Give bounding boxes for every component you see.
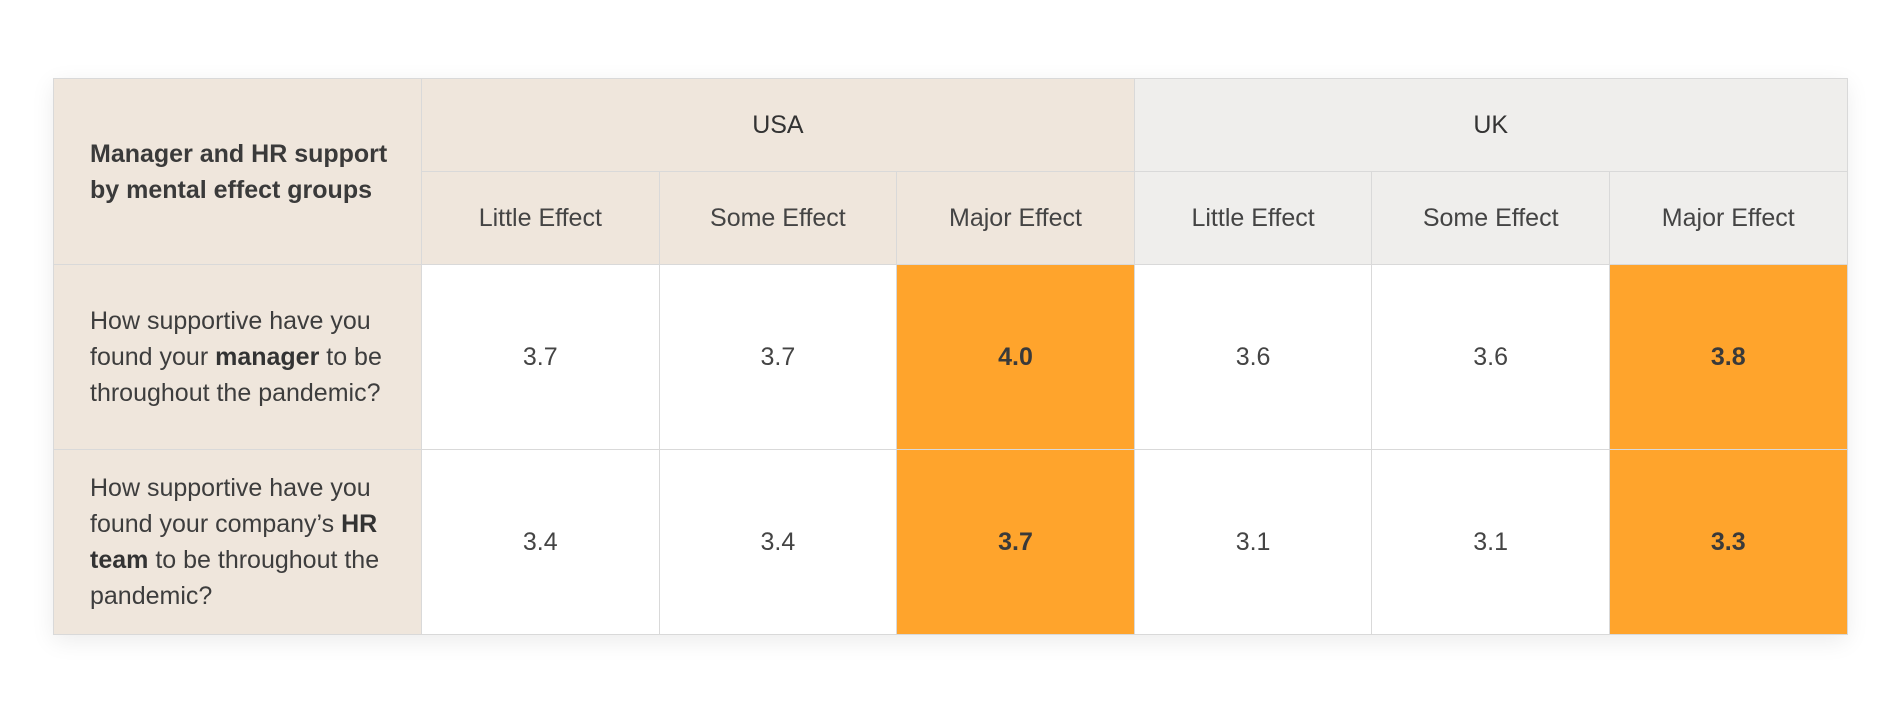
col-header-usa-some-effect: Some Effect (658, 171, 898, 265)
cell-manager-uk-some-effect: 3.6 (1371, 264, 1610, 450)
col-header-uk-major-effect: Major Effect (1608, 171, 1848, 265)
cell-hr-uk-little-effect: 3.1 (1133, 449, 1373, 635)
row-label-manager-text-2: to be throughout the pandemic? (90, 343, 382, 407)
cell-hr-uk-major-effect: 3.3 (1608, 449, 1848, 635)
row-label-hr-text-1: How supportive have you found your compa… (90, 474, 371, 538)
row-label-manager-text-1: How supportive have you found your (90, 307, 371, 371)
col-header-usa-major-effect: Major Effect (896, 171, 1135, 265)
cell-manager-usa-little-effect: 3.7 (421, 264, 660, 450)
row-label-manager: How supportive have you found your manag… (53, 264, 422, 450)
col-header-usa-little-effect: Little Effect (421, 171, 660, 265)
table-row-hr: How supportive have you found your compa… (53, 449, 1848, 635)
row-label-hr-bold: HR team (90, 510, 378, 574)
cell-hr-usa-some-effect: 3.4 (658, 449, 898, 635)
support-table-container: Manager and HR support by mental effect … (53, 78, 1848, 635)
group-header-row: Manager and HR support by mental effect … (53, 78, 1848, 265)
row-label-hr-text-2: to be throughout the pandemic? (90, 546, 380, 610)
table-title: Manager and HR support by mental effect … (53, 78, 422, 265)
table-row-manager: How supportive have you found your manag… (53, 264, 1848, 450)
group-header-usa: USA (421, 78, 1135, 172)
col-header-uk-little-effect: Little Effect (1133, 171, 1373, 265)
cell-manager-uk-little-effect: 3.6 (1133, 264, 1373, 450)
cell-manager-usa-some-effect: 3.7 (658, 264, 898, 450)
row-label-hr: How supportive have you found your compa… (53, 449, 422, 635)
cell-manager-uk-major-effect: 3.8 (1608, 264, 1848, 450)
support-table: Manager and HR support by mental effect … (53, 78, 1848, 635)
cell-hr-usa-little-effect: 3.4 (421, 449, 660, 635)
column-header-row: Little Effect Some Effect Major Effect L… (54, 171, 1848, 265)
col-header-uk-some-effect: Some Effect (1371, 171, 1610, 265)
cell-manager-usa-major-effect: 4.0 (896, 264, 1135, 450)
cell-hr-usa-major-effect: 3.7 (896, 449, 1135, 635)
group-header-uk: UK (1133, 78, 1848, 172)
row-label-manager-bold: manager (215, 343, 320, 371)
cell-hr-uk-some-effect: 3.1 (1371, 449, 1610, 635)
